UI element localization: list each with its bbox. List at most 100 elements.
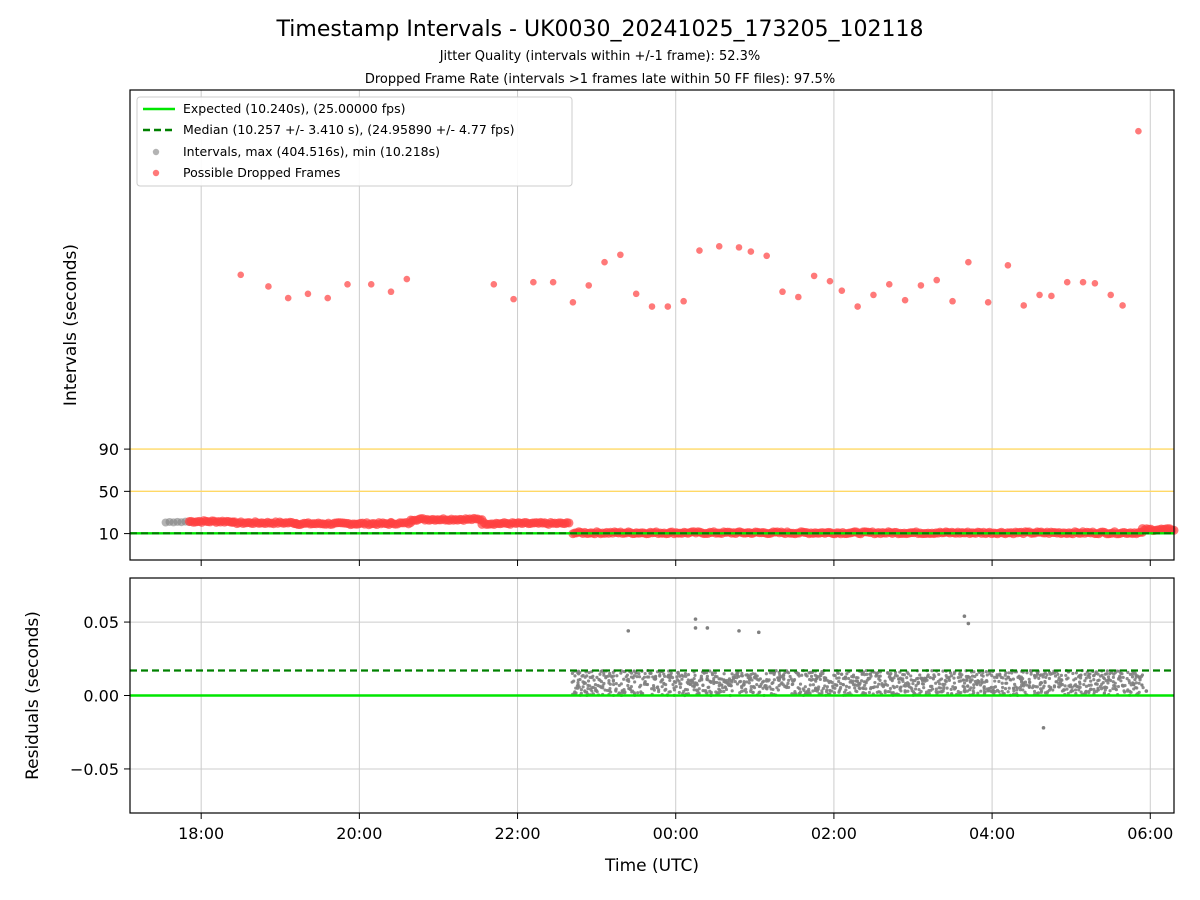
residual-point: [1112, 683, 1116, 688]
residual-point: [843, 677, 848, 681]
residual-point: [939, 686, 943, 690]
residual-point: [586, 679, 591, 683]
legend-dropped-swatch: [152, 169, 160, 177]
residual-point: [918, 673, 922, 677]
dropped-frame-point: [490, 281, 498, 288]
top-plot-frame: [129, 89, 1175, 561]
residual-point: [672, 688, 677, 692]
residual-point: [643, 671, 647, 676]
residual-point: [674, 680, 678, 685]
residual-point: [1095, 682, 1099, 686]
residual-point: [977, 679, 981, 684]
residual-point: [1079, 690, 1083, 694]
dropped-frame-point: [530, 278, 537, 286]
residual-point: [717, 683, 721, 688]
residual-point: [599, 679, 604, 684]
residual-point: [1018, 688, 1022, 692]
residual-point: [926, 673, 930, 677]
residual-point: [699, 674, 703, 678]
residual-point: [755, 682, 759, 687]
residual-point: [715, 680, 719, 685]
residual-point: [747, 681, 751, 685]
residual-point: [875, 685, 879, 689]
residual-point: [979, 689, 983, 693]
residual-point: [808, 683, 812, 687]
dropped-frame-point: [304, 290, 312, 298]
residual-point: [997, 690, 1001, 694]
residual-point: [968, 675, 972, 680]
residual-point: [1133, 678, 1137, 682]
residual-point: [1118, 675, 1123, 680]
residual-point: [1128, 672, 1132, 677]
residual-point: [822, 678, 827, 682]
residual-point: [647, 675, 651, 679]
residual-point: [993, 679, 997, 683]
residual-point: [740, 686, 744, 690]
residual-point: [629, 675, 633, 679]
bottom-y-tick-label: 0.05: [83, 613, 119, 632]
residual-point: [865, 672, 869, 676]
dropped-frame-point: [763, 252, 770, 260]
dropped-frame-point: [617, 251, 624, 259]
residual-point: [1135, 686, 1139, 690]
residual-point: [868, 687, 873, 691]
dropped-frame-point: [510, 295, 517, 303]
residual-point: [1063, 684, 1067, 688]
residual-point: [846, 676, 851, 681]
residual-point: [844, 684, 849, 688]
residual-point: [674, 685, 678, 689]
residual-point: [972, 683, 976, 687]
residual-point: [750, 678, 754, 682]
residual-point: [752, 686, 757, 690]
residual-point: [901, 679, 905, 684]
residual-point: [578, 677, 582, 682]
dropped-frame-point: [564, 518, 574, 528]
residual-point: [1000, 685, 1005, 690]
dropped-frame-point: [917, 282, 925, 289]
residual-point: [992, 675, 997, 679]
residual-point: [727, 677, 732, 681]
residual-point: [570, 671, 575, 675]
residual-point: [1141, 686, 1145, 690]
residual-point: [708, 680, 713, 684]
legend-intervals-label: Intervals, max (404.516s), min (10.218s): [183, 144, 440, 159]
residual-point: [705, 674, 709, 678]
residual-point: [598, 672, 602, 676]
residual-point: [579, 691, 583, 695]
residual-point: [585, 674, 589, 678]
residual-point: [1101, 680, 1105, 685]
residual-point: [1037, 676, 1041, 680]
residual-point: [677, 690, 681, 695]
residual-point: [683, 671, 688, 676]
residual-point: [968, 680, 972, 684]
residual-point: [584, 690, 589, 694]
residual-point: [837, 676, 841, 680]
dropped-frame-point: [965, 258, 972, 266]
residual-point: [934, 687, 938, 691]
residual-point: [903, 690, 907, 694]
residual-point: [888, 686, 893, 691]
residual-point: [819, 674, 823, 678]
residual-point: [704, 690, 708, 694]
residual-point: [614, 682, 618, 686]
residual-point: [976, 691, 980, 695]
residual-point: [920, 682, 925, 686]
residual-point: [905, 676, 909, 680]
residual-point: [576, 681, 580, 685]
dropped-frame-point: [680, 297, 687, 305]
residual-point: [579, 687, 583, 692]
residual-point: [1011, 677, 1015, 681]
residual-point: [995, 674, 999, 678]
residual-point: [724, 687, 729, 692]
residual-point: [953, 685, 958, 690]
residual-point: [841, 682, 845, 687]
bottom-x-tick-label: 04:00: [969, 824, 1015, 843]
residual-point: [583, 681, 587, 685]
residual-point: [1088, 675, 1092, 680]
residual-point: [975, 673, 979, 677]
residual-point: [969, 686, 973, 690]
residual-point: [1013, 682, 1017, 686]
residual-point: [1032, 689, 1037, 694]
dropped-frame-point: [810, 272, 818, 280]
residual-point: [677, 679, 681, 683]
